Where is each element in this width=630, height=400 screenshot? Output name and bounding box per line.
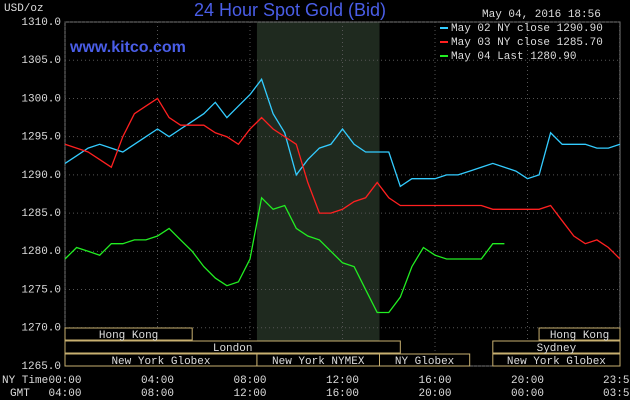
session-box [492,340,621,354]
x-tick-label: 04:00 [141,375,174,387]
source: www.kitco.com [69,39,186,56]
session-label: New York NYMEX [272,356,365,368]
series-line [64,97,621,260]
y-tick-label: 1300.0 [21,93,61,105]
gmt-tick-label: 00:00 [511,388,544,400]
session-label: Hong Kong [550,330,609,342]
session-label: New York Globex [507,356,606,368]
series-line [64,77,621,188]
x-tick-label: 00:00 [48,375,81,387]
session-label: Sydney [537,343,577,355]
session-label: New York Globex [111,356,210,368]
gmt-tick-label: 03:59 [603,388,630,400]
x2-label: GMT [10,388,30,400]
session-box [64,327,193,341]
x-tick-label: 12:00 [326,375,359,387]
gmt-tick-label: 04:00 [48,388,81,400]
background [256,22,380,366]
gmt-tick-label: 16:00 [326,388,359,400]
series-line [64,196,505,314]
session-box [379,353,471,367]
y-tick-label: 1265.0 [21,361,61,373]
x-label: NY Time [2,375,48,387]
legend-label: May 03 NY close 1285.70 [451,37,603,49]
timestamp: May 04, 2016 18:56 [482,9,601,21]
x-tick-label: 08:00 [233,375,266,387]
legend-label: May 04 Last 1280.90 [451,51,576,63]
y-tick-label: 1285.0 [21,208,61,220]
y-tick-label: 1295.0 [21,132,61,144]
session-box [64,340,401,354]
session-label: London [213,343,253,355]
x-tick-label: 23:59 [603,375,630,387]
gmt-tick-label: 08:00 [141,388,174,400]
y-tick-label: 1310.0 [21,17,61,29]
session-label: Hong Kong [99,330,158,342]
legend-label: May 02 NY close 1290.90 [451,23,603,35]
y-tick-label: 1270.0 [21,323,61,335]
gmt-tick-label: 20:00 [418,388,451,400]
x-tick-label: 16:00 [418,375,451,387]
chart-title: 24 Hour Spot Gold (Bid) [194,0,386,20]
session-shade [256,22,380,366]
y-tick-label: 1280.0 [21,246,61,258]
session-box [538,327,621,341]
x-tick-label: 20:00 [511,375,544,387]
gmt-tick-label: 12:00 [233,388,266,400]
y-tick-label: 1290.0 [21,170,61,182]
session-label: NY Globex [395,356,455,368]
y-tick-label: 1275.0 [21,284,61,296]
y-tick-label: 1305.0 [21,55,61,67]
session-box [492,353,621,367]
y-unit: USD/oz [4,3,44,15]
